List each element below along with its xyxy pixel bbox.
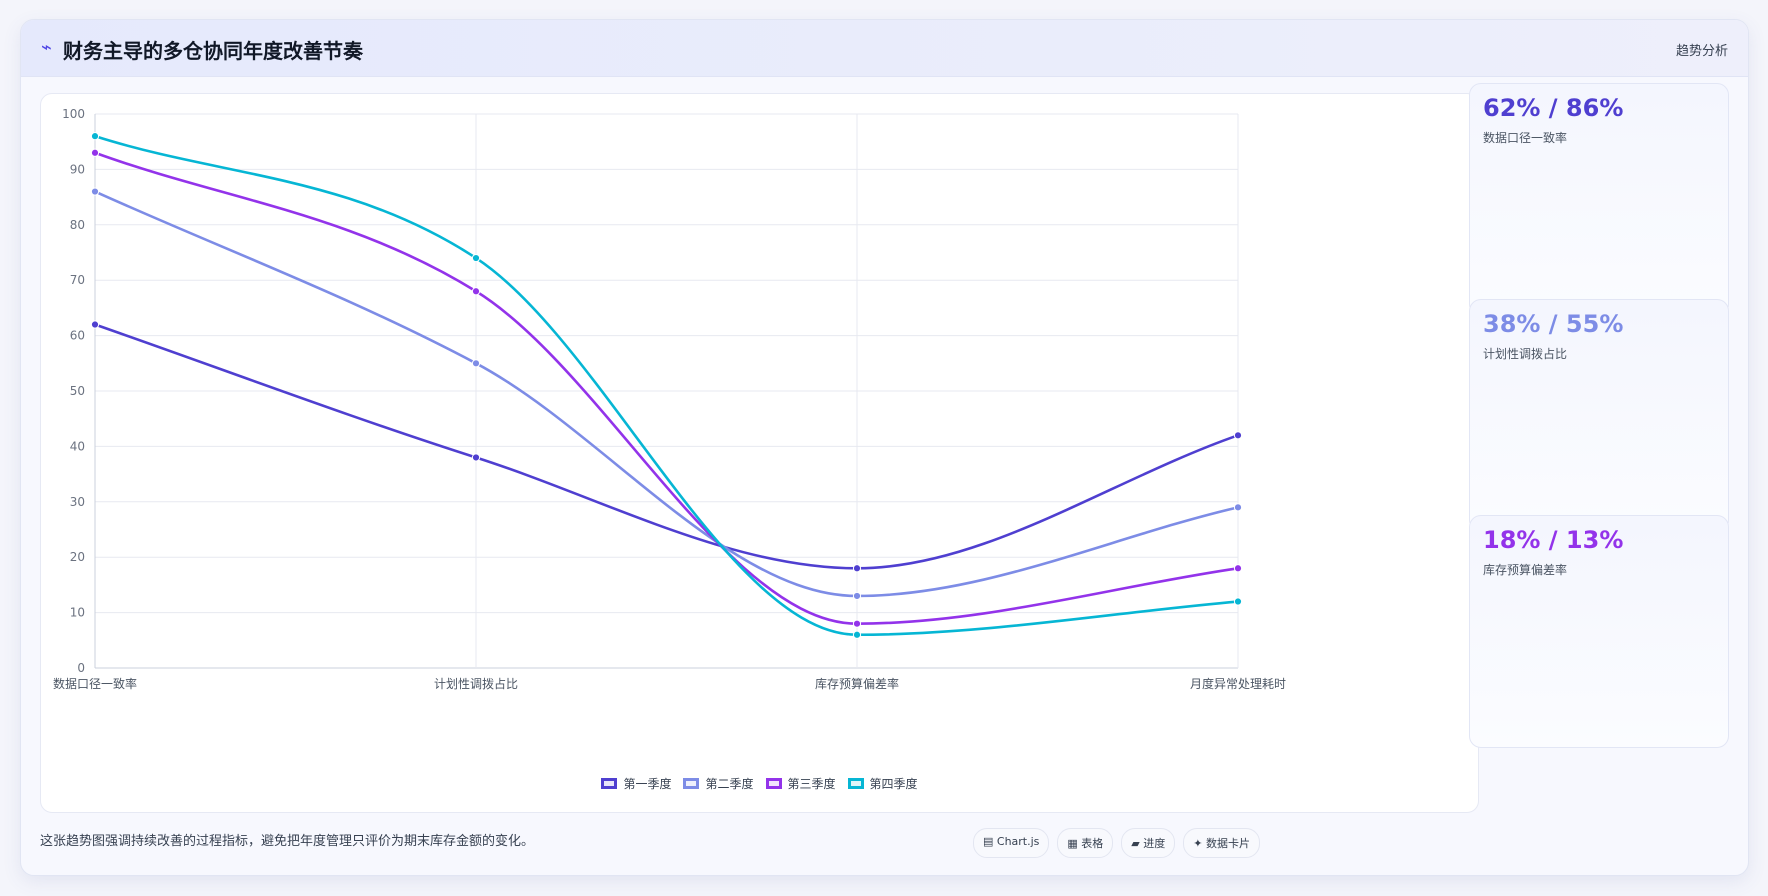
data-point [852,564,862,573]
legend-label: 第四季度 [869,777,918,791]
legend-swatch [765,778,782,789]
legend-item[interactable]: 第二季度 [683,775,754,792]
series-line-2 [94,190,1239,598]
data-point [471,253,481,263]
chart-legend: 第一季度 第二季度 第三季度 第四季度 [41,775,1478,792]
y-tick-label: 20 [70,550,85,564]
legend-swatch [847,778,864,789]
tag-data-card[interactable]: ✦ 数据卡片 [1183,828,1260,858]
chart-footnote: 这张趋势图强调持续改善的过程指标，避免把年度管理只评价为期末库存金额的变化。 [40,834,535,849]
y-tick-label: 50 [70,384,85,398]
data-point [471,287,481,296]
y-tick-label: 0 [77,661,85,675]
data-point [852,619,862,628]
stat-card-3: 18% / 13% 库存预算偏差率 [1469,515,1729,748]
data-point [1233,503,1243,512]
legend-label: 第一季度 [623,777,672,791]
chart-panel: 0 10 20 30 40 50 60 70 80 90 100 数据口径一致率 计划性调拨占比 库存预算… [40,93,1479,813]
y-tick-label: 70 [70,273,85,287]
stat-value: 18% / 13% [1483,526,1624,554]
y-tick-label: 30 [70,495,85,509]
y-tick-label: 100 [62,107,85,121]
x-tick-label: 数据口径一致率 [53,676,137,691]
y-tick-label: 90 [70,162,85,176]
tag-list: ▤ Chart.js ▦ 表格 ▰ 进度 ✦ 数据卡片 [973,828,1260,858]
data-point [471,359,481,368]
page-title: 财务主导的多仓协同年度改善节奏 [63,39,363,63]
y-tick-label: 10 [70,606,85,620]
legend-swatch [683,778,700,789]
tag-chartjs[interactable]: ▤ Chart.js [973,828,1050,858]
y-tick-label: 60 [70,329,85,343]
trend-icon: ⌁ [41,37,52,58]
legend-swatch [601,778,618,789]
analysis-type-label: 趋势分析 [1675,44,1728,59]
legend-item[interactable]: 第四季度 [847,775,918,792]
data-point [90,148,100,157]
stat-label: 计划性调拨占比 [1483,347,1568,361]
stat-label: 数据口径一致率 [1483,131,1568,145]
data-point [90,320,100,329]
data-point [852,630,862,639]
data-point [90,132,100,141]
data-point [852,591,862,601]
data-point [90,187,100,196]
legend-item[interactable]: 第一季度 [601,775,671,792]
data-point [471,453,481,462]
y-tick-label: 40 [70,439,85,453]
stat-value: 62% / 86% [1483,94,1624,122]
x-tick-label: 库存预算偏差率 [815,676,899,691]
stat-card-2: 38% / 55% 计划性调拨占比 [1469,299,1729,532]
stat-card-1: 62% / 86% 数据口径一致率 [1469,83,1729,316]
stat-label: 库存预算偏差率 [1483,563,1568,577]
data-point [1233,564,1243,573]
tag-progress[interactable]: ▰ 进度 [1121,828,1176,858]
x-tick-label: 月度异常处理耗时 [1190,676,1286,691]
y-tick-label: 80 [70,218,85,232]
data-point [1233,597,1243,606]
stat-value: 38% / 55% [1483,310,1624,338]
legend-item[interactable]: 第三季度 [765,775,836,792]
line-chart: 0 10 20 30 40 50 60 70 80 90 100 数据口径一致率 计划性调拨占比 库存预算… [53,107,1286,691]
chart-card: ⌁ 财务主导的多仓协同年度改善节奏 趋势分析 0 10 20 30 40 50 60 70 80… [20,19,1749,876]
legend-label: 第三季度 [787,777,836,791]
series-line-4 [94,134,1239,637]
legend-label: 第二季度 [705,777,754,791]
tag-table[interactable]: ▦ 表格 [1057,828,1114,858]
card-header: ⌁ 财务主导的多仓协同年度改善节奏 趋势分析 [21,20,1748,77]
series-line-3 [94,151,1239,625]
data-point [1233,431,1243,440]
series-line-1 [94,323,1239,570]
x-tick-label: 计划性调拨占比 [434,676,518,691]
